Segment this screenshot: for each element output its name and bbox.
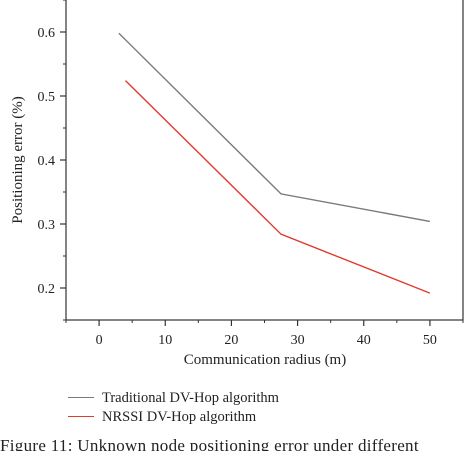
x-tick-label: 10 xyxy=(158,333,172,348)
x-tick-label: 30 xyxy=(291,333,305,348)
legend-swatch-nrssi xyxy=(68,416,94,417)
line-chart: Positioning error (%) Communication radi… xyxy=(10,0,464,368)
y-tick-label: 0.5 xyxy=(38,90,56,105)
figure-caption: Figure 11: Unknown node positioning erro… xyxy=(0,436,419,451)
legend-swatch-traditional xyxy=(68,397,94,398)
plot-frame xyxy=(65,0,464,321)
series-line-nrssi xyxy=(125,80,431,294)
y-tick-label: 0.4 xyxy=(38,154,56,169)
x-tick-label: 50 xyxy=(423,333,437,348)
legend-label-nrssi: NRSSI DV-Hop algorithm xyxy=(102,409,257,425)
y-tick-label: 0.6 xyxy=(38,26,56,41)
y-tick-label: 0.3 xyxy=(38,218,56,233)
x-tick-label: 0 xyxy=(96,333,103,348)
legend-label-traditional: Traditional DV-Hop algorithm xyxy=(102,390,279,406)
y-tick-label: 0.2 xyxy=(38,282,56,297)
x-axis-title: Communication radius (m) xyxy=(184,352,346,368)
legend-item-traditional: Traditional DV-Hop algorithm xyxy=(62,388,362,408)
legend-item-nrssi: NRSSI DV-Hop algorithm xyxy=(62,407,362,427)
x-tick-label: 20 xyxy=(224,333,238,348)
y-axis-title: Positioning error (%) xyxy=(10,96,26,223)
series-line-traditional xyxy=(118,32,431,223)
x-tick-label: 40 xyxy=(357,333,371,348)
